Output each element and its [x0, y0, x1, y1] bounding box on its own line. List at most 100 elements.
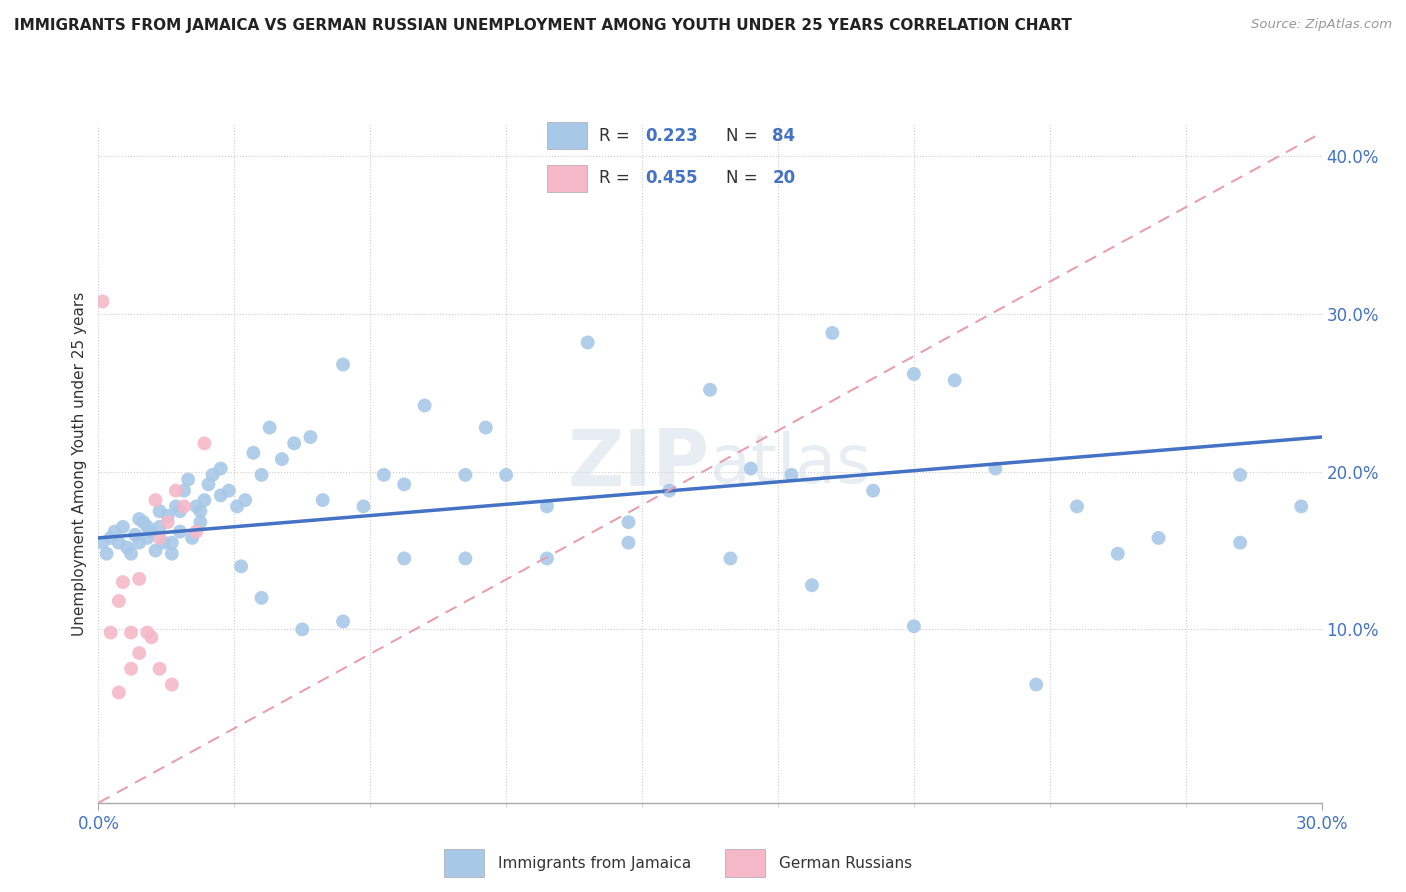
Point: [149, 520, 172, 534]
Point: [201, 467, 224, 482]
Point: [299, 430, 322, 444]
Point: [984, 461, 1007, 475]
Point: [149, 531, 172, 545]
Point: [136, 625, 159, 640]
Text: N =: N =: [725, 169, 763, 187]
Point: [186, 500, 208, 514]
Point: [495, 467, 517, 482]
Point: [231, 559, 253, 574]
Point: [160, 677, 183, 691]
Point: [233, 493, 256, 508]
Point: [1025, 677, 1047, 691]
Point: [209, 488, 232, 502]
Point: [720, 551, 742, 566]
Point: [141, 630, 163, 644]
Point: [100, 531, 122, 545]
Y-axis label: Unemployment Among Youth under 25 years: Unemployment Among Youth under 25 years: [72, 292, 87, 636]
Point: [108, 685, 131, 699]
Point: [186, 524, 208, 539]
Point: [536, 551, 558, 566]
Text: R =: R =: [599, 169, 636, 187]
Bar: [547, 122, 586, 149]
Point: [145, 493, 167, 508]
Point: [617, 535, 640, 549]
Point: [454, 467, 477, 482]
Point: [332, 358, 354, 372]
Point: [169, 504, 191, 518]
Point: [283, 436, 305, 450]
Point: [149, 504, 172, 518]
Point: [149, 662, 172, 676]
Point: [111, 575, 134, 590]
Point: [454, 551, 477, 566]
Point: [128, 572, 150, 586]
Text: atlas: atlas: [710, 431, 870, 497]
Text: 0.223: 0.223: [645, 127, 699, 145]
Point: [136, 531, 159, 545]
Point: [120, 625, 142, 640]
Point: [177, 473, 200, 487]
Point: [392, 477, 416, 491]
Bar: [547, 165, 586, 192]
Point: [821, 326, 844, 340]
Text: 0.455: 0.455: [645, 169, 699, 187]
Point: [108, 535, 131, 549]
Point: [169, 524, 191, 539]
Text: IMMIGRANTS FROM JAMAICA VS GERMAN RUSSIAN UNEMPLOYMENT AMONG YOUTH UNDER 25 YEAR: IMMIGRANTS FROM JAMAICA VS GERMAN RUSSIA…: [14, 18, 1071, 33]
Point: [259, 420, 281, 434]
Point: [173, 483, 195, 498]
Point: [312, 493, 335, 508]
Point: [188, 515, 212, 529]
Point: [1066, 500, 1088, 514]
Point: [173, 500, 195, 514]
Point: [136, 520, 159, 534]
Bar: [725, 849, 765, 877]
Point: [801, 578, 824, 592]
Point: [197, 477, 219, 491]
Point: [145, 543, 167, 558]
Point: [120, 662, 142, 676]
Point: [165, 483, 187, 498]
Point: [373, 467, 395, 482]
Point: [1229, 535, 1251, 549]
Point: [128, 646, 150, 660]
Point: [226, 500, 249, 514]
Point: [91, 294, 114, 309]
Point: [124, 528, 146, 542]
Point: [332, 615, 354, 629]
Point: [152, 535, 174, 549]
Point: [392, 551, 416, 566]
Point: [104, 524, 127, 539]
Point: [96, 547, 118, 561]
Point: [270, 452, 294, 467]
Text: German Russians: German Russians: [779, 855, 912, 871]
Point: [576, 335, 599, 350]
Point: [1147, 531, 1170, 545]
Point: [291, 623, 314, 637]
Point: [242, 446, 264, 460]
Point: [740, 461, 762, 475]
Text: Source: ZipAtlas.com: Source: ZipAtlas.com: [1251, 18, 1392, 31]
Point: [128, 535, 150, 549]
Point: [132, 515, 155, 529]
Point: [658, 483, 681, 498]
Point: [903, 619, 925, 633]
Point: [413, 399, 436, 413]
Point: [160, 547, 183, 561]
Point: [903, 367, 925, 381]
Point: [250, 591, 273, 605]
Text: ZIP: ZIP: [568, 425, 710, 502]
Point: [209, 461, 232, 475]
Point: [120, 547, 142, 561]
Point: [193, 436, 215, 450]
Point: [160, 535, 183, 549]
Point: [1107, 547, 1129, 561]
Point: [165, 500, 187, 514]
Bar: [444, 849, 484, 877]
Point: [352, 500, 374, 514]
Point: [141, 524, 163, 539]
Point: [536, 500, 558, 514]
Point: [100, 625, 122, 640]
Point: [128, 512, 150, 526]
Point: [1229, 467, 1251, 482]
